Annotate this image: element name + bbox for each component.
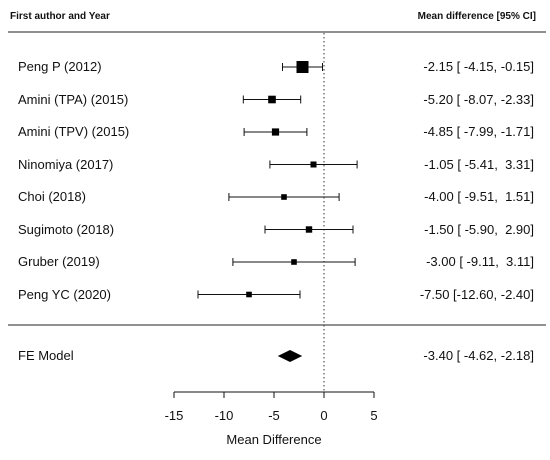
study-label: Ninomiya (2017) bbox=[18, 156, 114, 172]
header-study-column: First author and Year bbox=[10, 11, 110, 22]
x-tick-label: 0 bbox=[320, 408, 328, 423]
study-label: Peng YC (2020) bbox=[18, 286, 111, 302]
x-tick-label: -15 bbox=[164, 408, 184, 423]
effect-text: -7.50 [-12.60, -2.40] bbox=[419, 286, 534, 302]
point-estimate bbox=[291, 259, 297, 265]
point-estimate bbox=[271, 128, 280, 136]
effect-text: -4.85 [ -7.99, -1.71] bbox=[423, 124, 534, 139]
effect-text: -1.05 [ -5.41, 3.31] bbox=[424, 156, 534, 172]
summary-effect-text: -3.40 [ -4.62, -2.18] bbox=[423, 348, 534, 363]
study-label: Peng P (2012) bbox=[18, 59, 102, 74]
summary-label: FE Model bbox=[18, 348, 74, 363]
study-label: Amini (TPA) (2015) bbox=[18, 91, 129, 107]
study-label: Amini (TPV) (2015) bbox=[18, 124, 130, 139]
x-tick-label: -5 bbox=[268, 408, 280, 423]
x-tick-label: 5 bbox=[370, 408, 378, 423]
summary-diamond bbox=[277, 350, 303, 362]
point-estimate bbox=[305, 226, 313, 233]
point-estimate bbox=[296, 61, 309, 73]
effect-text: -4.00 [ -9.51, 1.51] bbox=[424, 189, 534, 204]
point-estimate bbox=[246, 291, 252, 298]
effect-text: -3.00 [ -9.11, 3.11] bbox=[426, 254, 534, 269]
study-label: Gruber (2019) bbox=[18, 254, 100, 269]
x-tick-label: -10 bbox=[214, 408, 234, 423]
effect-text: -5.20 [ -8.07, -2.33] bbox=[423, 91, 534, 107]
point-estimate bbox=[281, 194, 287, 200]
point-estimate bbox=[268, 95, 276, 104]
effect-text: -2.15 [ -4.15, -0.15] bbox=[423, 59, 534, 74]
study-label: Sugimoto (2018) bbox=[18, 221, 115, 237]
point-estimate bbox=[310, 161, 317, 168]
study-label: Choi (2018) bbox=[18, 189, 86, 204]
x-axis-label: Mean Difference bbox=[226, 432, 322, 447]
header-effect-column: Mean difference [95% CI] bbox=[417, 11, 536, 22]
effect-text: -1.50 [ -5.90, 2.90] bbox=[424, 221, 534, 237]
